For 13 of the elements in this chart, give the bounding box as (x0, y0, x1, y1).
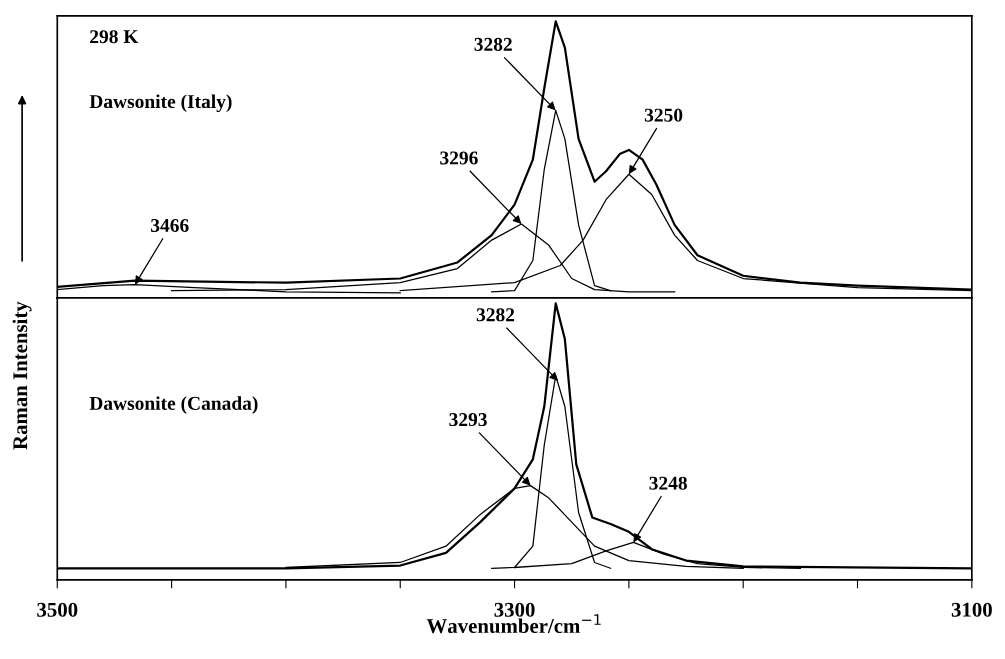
annotation: Dawsonite (Canada) (89, 396, 258, 414)
y-axis-title: Raman Intensity (12, 301, 32, 450)
x-tick-label: 3100 (951, 602, 992, 617)
annotation: 298 K (90, 30, 139, 44)
annotation: 3250 (644, 108, 683, 122)
annotation: 3282 (474, 37, 512, 51)
annotation: 3282 (476, 308, 515, 322)
annotation: 3466 (151, 218, 189, 233)
annotation: 3293 (449, 413, 487, 427)
annotation: Dawsonite (Italy) (89, 94, 232, 113)
x-tick-label: 3500 (37, 602, 78, 617)
annotation: 3248 (649, 476, 687, 490)
annotation: 3296 (440, 151, 478, 165)
